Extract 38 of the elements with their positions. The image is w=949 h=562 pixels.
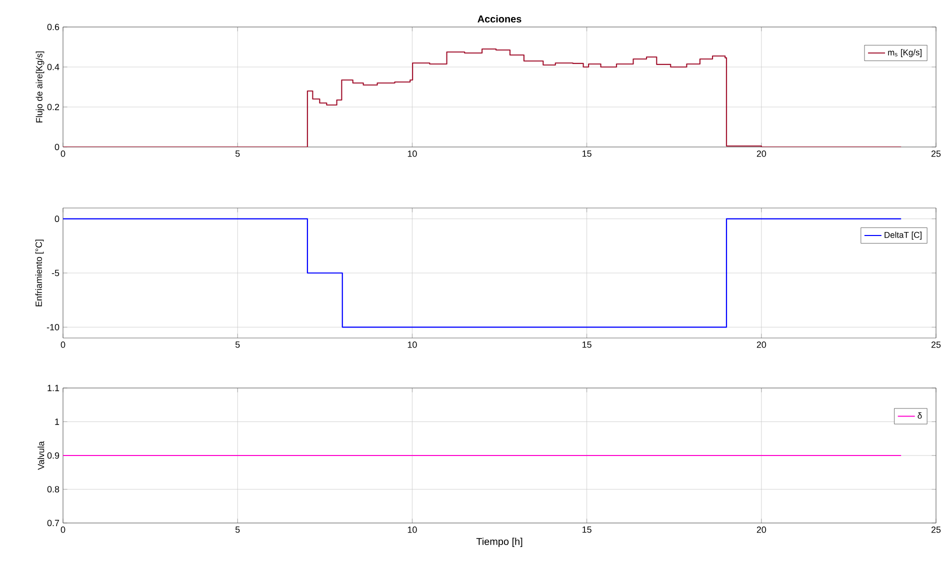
legend-label: DeltaT [C]: [884, 232, 922, 240]
x-tick-label: 0: [60, 150, 66, 157]
legend-label: δ: [918, 412, 922, 419]
x-tick-label: 10: [408, 150, 417, 157]
x-tick-label: 10: [408, 526, 417, 533]
y-tick-label: 0.9: [47, 452, 60, 459]
x-tick-label: 5: [235, 526, 240, 533]
chart-title: Acciones: [478, 15, 522, 22]
x-tick-label: 0: [60, 526, 66, 533]
x-tick-label: 15: [582, 526, 592, 533]
y-tick-label: 0.8: [47, 486, 60, 492]
x-tick-label: 20: [756, 342, 766, 348]
y-tick-label: 0.2: [47, 104, 60, 110]
x-tick-label: 10: [408, 342, 417, 348]
x-tick-label: 15: [582, 342, 592, 348]
y-tick-label: 0.4: [47, 64, 60, 70]
x-tick-label: 5: [235, 342, 240, 348]
y-tick-label: 0.6: [47, 24, 60, 30]
x-tick-label: 0: [60, 342, 66, 348]
y-tick-label: -5: [52, 270, 60, 276]
x-axis-title: Tiempo [h]: [476, 538, 522, 547]
y-axis-title: Flujo de aire[Kg/s]: [36, 52, 44, 122]
x-tick-label: 20: [756, 526, 766, 533]
y-tick-label: 0: [54, 144, 60, 150]
y-tick-label: 0.7: [47, 520, 60, 526]
y-tick-label: 0: [54, 216, 60, 222]
x-tick-label: 25: [931, 526, 941, 533]
y-axis-title: Valvula: [38, 441, 44, 470]
y-tick-label: 1: [55, 418, 60, 425]
y-axis-title: Enfriamiento [°C]: [35, 240, 44, 306]
x-tick-label: 5: [235, 150, 240, 157]
x-tick-label: 15: [582, 150, 592, 157]
x-tick-label: 25: [931, 150, 941, 157]
legend-label: m$_{s}$ [Kg/s]: [888, 49, 922, 58]
x-tick-label: 25: [931, 342, 941, 348]
x-tick-label: 20: [756, 150, 766, 157]
y-tick-label: -10: [46, 324, 60, 330]
y-tick-label: 1.1: [48, 384, 60, 392]
